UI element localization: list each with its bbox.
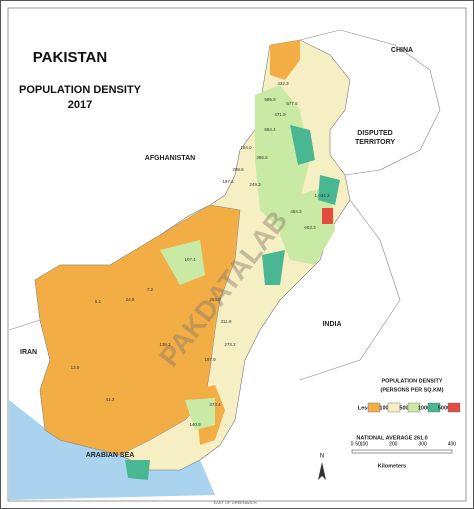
district-value: 273.2 [224, 342, 236, 347]
district-labels: 422.3 585.9 677.5 471.9 684.4 184.0 386.6 288.6… [71, 81, 330, 427]
scale-tick-label: 100 [360, 441, 369, 447]
district-value: 585.9 [264, 97, 276, 102]
district-value: 288.6 [232, 167, 244, 172]
scale-tick-label: 200 [389, 441, 398, 447]
legend-swatch [367, 402, 381, 413]
subtitle: POPULATION DENSITY [19, 84, 142, 96]
legend-swatch [447, 402, 461, 413]
scale-tick-label: 50 [355, 441, 361, 447]
district-value: 1,034.3 [314, 193, 330, 198]
district-value: 422.3 [277, 81, 289, 86]
scale-bar: 0 50 100 200 300 400 [351, 441, 457, 454]
national-average: NATIONAL AVERAGE 261.0 [356, 435, 427, 441]
legend-label: Less [358, 405, 371, 411]
region-green [160, 240, 205, 285]
scale-tick-label: 400 [448, 441, 457, 447]
district-value: 41.3 [106, 397, 115, 402]
district-value: 7.2 [147, 287, 154, 292]
border [8, 319, 41, 331]
district-value: 197.9 [204, 357, 216, 362]
legend-swatch [407, 402, 421, 413]
district-value: 13.9 [71, 365, 80, 370]
region-green [255, 85, 310, 230]
district-value: 107.4 [184, 257, 196, 262]
scale-unit: Kilometers [378, 463, 406, 469]
border [299, 29, 441, 176]
country-label: CHINA [391, 47, 413, 54]
country-label: INDIA [322, 321, 341, 328]
district-value: 386.6 [256, 155, 268, 160]
greenwich-label: EAST OF GREENWICH [213, 500, 256, 505]
sea-label: ARABIAN SEA [86, 452, 135, 459]
legend-swatch [387, 402, 401, 413]
district-value: 138.2 [159, 342, 171, 347]
legend-label: 500 [399, 405, 408, 411]
legend-title: POPULATION DENSITY [381, 378, 442, 384]
legend: Less 100 500 1000 5000 [358, 402, 461, 413]
district-value: 471.9 [274, 112, 286, 117]
north-label: N [320, 454, 324, 460]
country-label: IRAN [20, 349, 37, 356]
title: PAKISTAN [33, 49, 107, 66]
district-value: 311.8 [221, 319, 232, 324]
district-value: 24.8 [126, 297, 135, 302]
district-value: 373.4 [209, 402, 221, 407]
scale-tick-label: 300 [418, 441, 427, 447]
year: 2017 [68, 99, 92, 111]
region-orange [270, 40, 300, 80]
legend-label: 1000 [418, 405, 430, 411]
border [299, 199, 401, 381]
scale-tick-label: 0 [351, 441, 354, 447]
district-value: 197.2 [222, 179, 234, 184]
legend-swatch [427, 402, 441, 413]
region-green [185, 398, 215, 430]
country-label: DISPUTED [357, 130, 392, 137]
country-label: TERRITORY [355, 139, 395, 146]
sea [9, 400, 215, 500]
country-label: AFGHANISTAN [145, 155, 195, 162]
region-red [322, 208, 333, 224]
region-green [280, 185, 335, 265]
district-value: 5.1 [95, 299, 102, 304]
district-value: 184.0 [240, 145, 252, 150]
legend-unit: (PERSONS PER SQ.KM) [381, 387, 444, 393]
district-value: 464.3 [290, 209, 302, 214]
district-value: 140.9 [189, 422, 201, 427]
north-arrow [318, 462, 326, 480]
legend-label: 5000 [438, 405, 450, 411]
district-value: 249.3 [249, 182, 261, 187]
district-value: 684.4 [264, 127, 276, 132]
district-value: 603.3 [304, 225, 316, 230]
district-value: 677.5 [286, 101, 298, 106]
legend-label: 100 [379, 405, 388, 411]
district-value: 253.8 [209, 297, 221, 302]
scale-bar-body [351, 449, 453, 454]
